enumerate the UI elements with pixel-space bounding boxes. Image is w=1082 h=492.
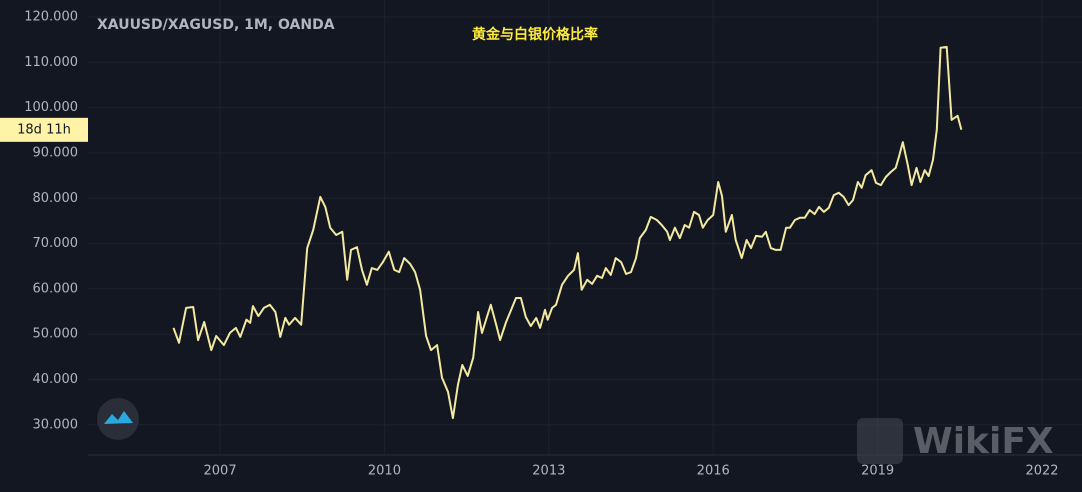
y-tick-label: 80.000 <box>33 191 79 206</box>
watermark-icon <box>857 418 903 464</box>
x-tick-label: 2019 <box>861 464 894 479</box>
x-tick-label: 2010 <box>368 464 401 479</box>
countdown-label: 18d 11h <box>17 122 71 137</box>
chart-title: XAUUSD/XAGUSD, 1M, OANDA <box>97 17 335 33</box>
x-tick-label: 2022 <box>1025 464 1058 479</box>
y-tick-label: 60.000 <box>33 281 79 296</box>
y-tick-label: 30.000 <box>33 417 79 432</box>
y-tick-label: 100.000 <box>24 100 78 115</box>
logo-badge[interactable] <box>97 398 139 440</box>
grid <box>88 0 1082 455</box>
watermark: WikiFX <box>913 421 1054 462</box>
y-tick-label: 50.000 <box>33 327 79 342</box>
y-tick-label: 110.000 <box>24 55 78 70</box>
x-tick-label: 2016 <box>697 464 730 479</box>
x-tick-label: 2007 <box>204 464 237 479</box>
y-tick-label: 40.000 <box>33 372 79 387</box>
logo-icon <box>104 411 133 424</box>
plot <box>172 45 963 420</box>
chart-subtitle: 黄金与白银价格比率 <box>472 26 598 43</box>
countdown-badge <box>0 117 88 142</box>
x-tick-label: 2013 <box>532 464 565 479</box>
y-tick-label: 70.000 <box>33 236 79 251</box>
y-tick-label: 120.000 <box>24 9 78 24</box>
y-tick-label: 90.000 <box>33 145 79 160</box>
price-line <box>172 45 963 420</box>
